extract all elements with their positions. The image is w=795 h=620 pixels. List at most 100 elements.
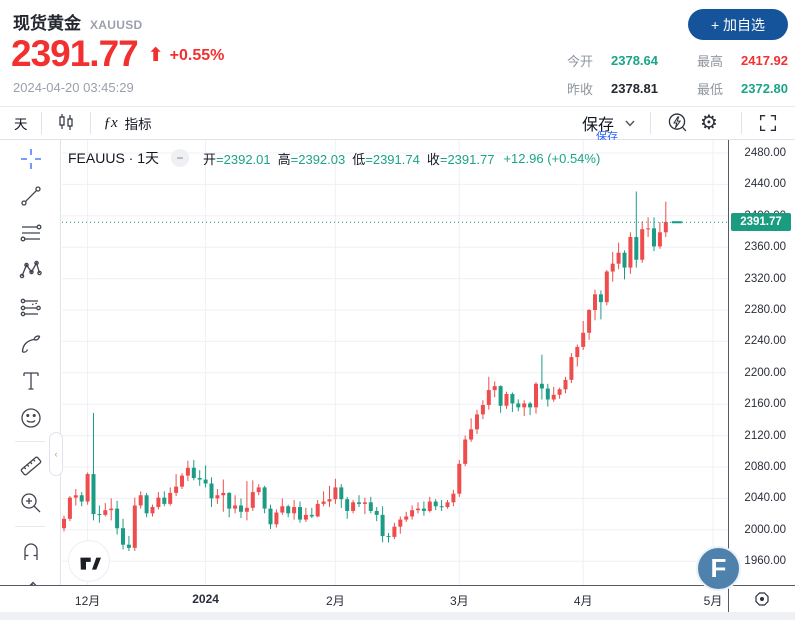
price-tick-label: 2240.00 [744,335,786,348]
candle-body [433,501,438,507]
candle-body [197,477,202,480]
site-f-logo: F [696,546,741,591]
candle-body [162,497,167,504]
chart-toolbar: 天 ƒx 指标 保存 保存 [0,106,795,143]
price-tick-label: 1960.00 [744,555,786,568]
candle-body [457,463,462,494]
price-tick-label: 2320.00 [744,272,786,285]
candle-body [150,507,155,514]
ruler-tool[interactable] [0,447,61,484]
candle-body [616,252,621,264]
candle-body [79,495,84,502]
symbol-row: 现货黄金 XAUUSD [13,9,142,34]
crosshair-tool[interactable] [0,140,61,177]
candle-body [250,492,255,508]
price-tick-label: 2480.00 [744,147,786,159]
fullscreen-button[interactable] [755,110,781,136]
brush-tool[interactable] [0,325,61,362]
chart-style-button[interactable] [55,111,77,136]
candle-body [132,505,137,548]
fx-icon: ƒx [103,114,118,131]
candle-body [309,514,314,517]
candle-body [557,389,562,395]
sidebar-divider [15,441,45,442]
candle-body [345,499,350,511]
candle-body [634,236,639,260]
candle-body [315,503,320,517]
candle-body [239,505,243,512]
candle-body [203,479,208,484]
add-watchlist-button[interactable]: + 加自选 [688,9,788,40]
symbol-name: 现货黄金 [13,14,81,33]
price-tick-label: 2080.00 [744,461,786,473]
candle-body [227,492,232,509]
time-tick-label: 5月 [703,594,723,608]
toolbar-divider [89,112,91,134]
symbol-code: XAUUSD [90,18,143,32]
price-axis[interactable]: 2391.77 2480.002440.002400.002360.002320… [728,140,795,585]
chevron-down-icon[interactable] [623,116,637,130]
time-tick-label: 4月 [573,594,593,608]
up-arrow-icon: ⬆ [147,44,164,66]
candle-body [121,528,125,545]
zoom-in-tool[interactable] [0,484,61,521]
price-tick-label: 2160.00 [744,398,786,411]
candle-body [551,394,556,400]
quote-timestamp: 2024-04-20 03:45:29 [13,80,134,95]
change-percent: +0.55% [169,47,225,64]
candle-body [652,228,656,247]
text-tool[interactable] [0,362,61,399]
magnet-tool[interactable] [0,532,61,569]
stat-label-high: 最高 [697,54,724,69]
candle-body [185,467,190,476]
snapshot-camera-button[interactable] [664,110,690,136]
axis-settings-icon [755,592,769,606]
drawing-tools-sidebar [0,140,61,620]
indicators-label: 指标 [124,117,152,132]
price-tick-label: 2280.00 [744,304,786,316]
candle-body [286,506,291,514]
candle-body [144,495,149,514]
candle-body [598,294,603,303]
candle-body [168,492,173,504]
legend-collapse-button[interactable]: − [171,149,190,167]
fib-retracement-tool[interactable] [0,214,61,251]
projection-tool[interactable] [0,288,61,325]
tradingview-logo[interactable] [68,540,110,582]
candle-body [439,506,444,508]
candle-body [180,475,184,487]
candle-body [221,492,226,496]
candle-body [528,403,533,408]
candle-body [604,271,609,303]
chart-canvas[interactable]: FEAUUS · 1天 − 开2392.01 高2392.03 低2391.74… [62,140,728,585]
settings-gear-icon[interactable]: ⚙ [700,112,718,134]
legend-symbol-interval: FEAUUS · 1天 [68,150,160,166]
candle-body [256,487,261,493]
emoji-tool[interactable] [0,399,61,436]
candle-body [209,483,214,499]
interval-button[interactable]: 天 [14,117,28,132]
save-button[interactable]: 保存 保存 [582,111,637,143]
time-tick-label: 12月 [74,594,101,608]
candlestick-canvas[interactable] [62,140,728,585]
trend-line-tool[interactable] [0,177,61,214]
stat-value-prev-close: 2378.81 [611,81,658,96]
candle-body [262,487,267,509]
candle-body [416,508,420,511]
xabcd-pattern-tool[interactable] [0,251,61,288]
candle-body [492,386,497,391]
candle-body [469,429,474,440]
stat-value-low: 2372.80 [741,81,788,96]
candle-body [298,507,302,520]
indicators-button[interactable]: ƒx 指标 [104,113,152,133]
candle-body [534,383,538,408]
candle-body [640,229,645,260]
chart-legend: FEAUUS · 1天 − 开2392.01 高2392.03 低2391.74… [68,148,600,168]
candle-body [575,346,580,358]
sidebar-collapse-handle[interactable]: ‹ [49,432,63,476]
axis-settings-corner[interactable] [728,585,795,612]
price-row: 2391.77 ⬆ +0.55% [11,33,224,75]
candle-body [427,501,432,511]
candle-body [126,544,131,548]
time-axis[interactable]: 12月 2024 2月 3月 4月 5月 [0,585,728,612]
